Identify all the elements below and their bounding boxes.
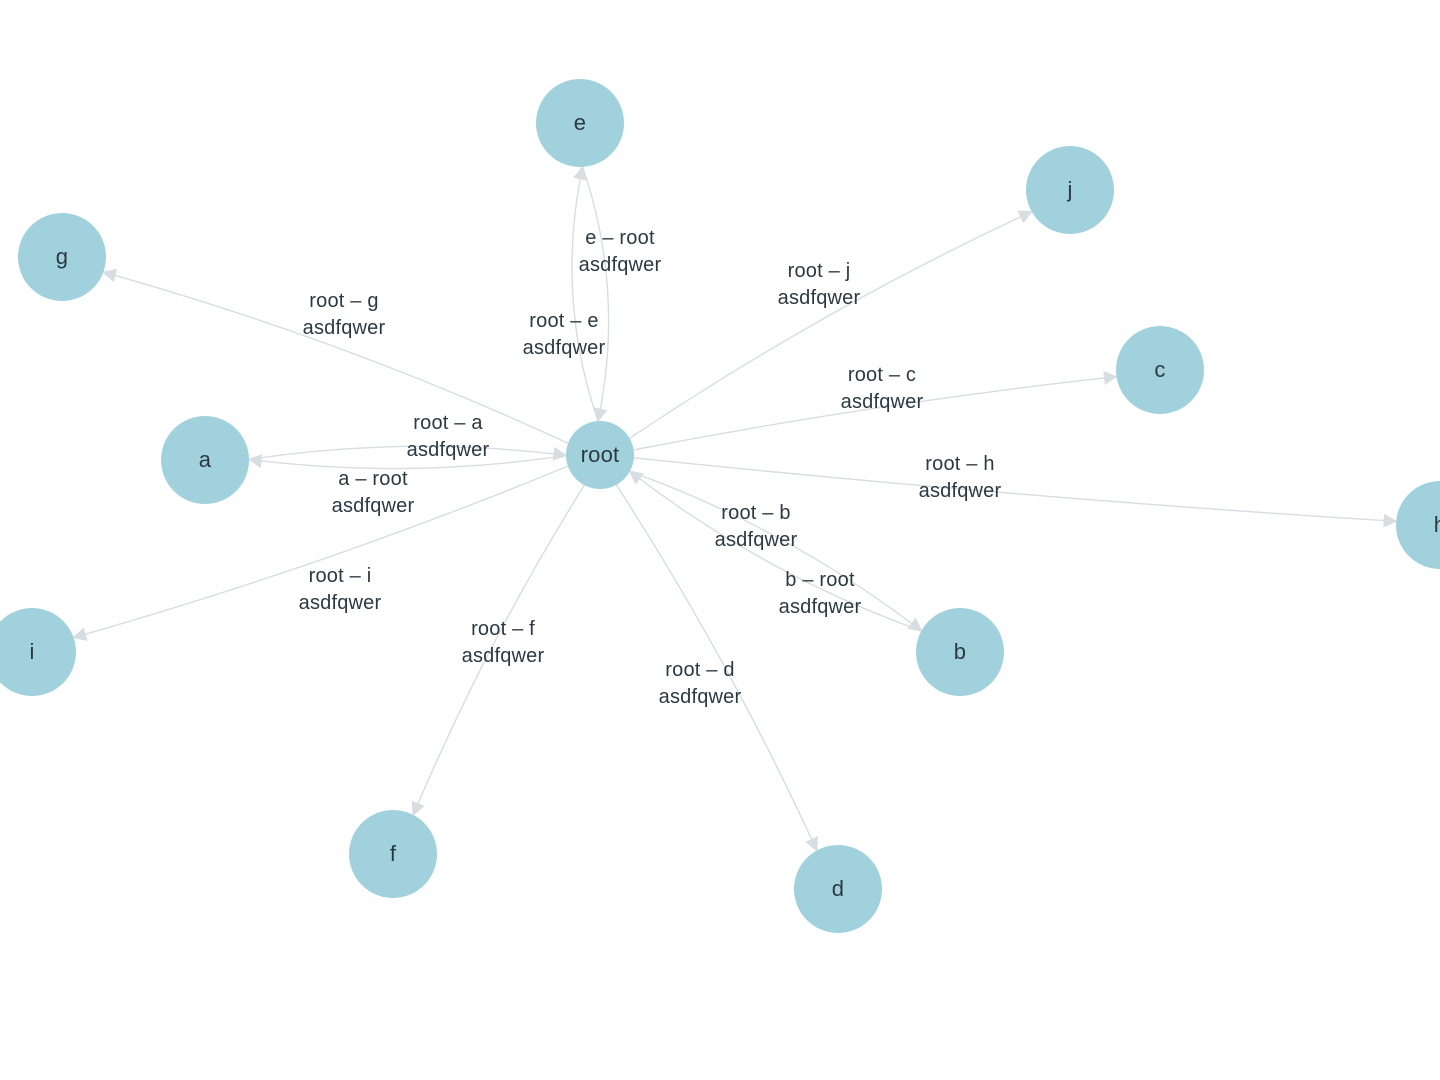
edge-e-root [583, 167, 609, 421]
node-label: d [832, 876, 844, 902]
edge-label-root-e: root – e asdfqwer [523, 308, 606, 362]
edge-label-e-root: e – root asdfqwer [579, 225, 662, 279]
node-j[interactable]: j [1026, 146, 1114, 234]
network-diagram: root – e asdfqwer e – root asdfqwer root –… [0, 0, 1440, 1080]
node-c[interactable]: c [1116, 326, 1204, 414]
node-label: b [954, 639, 966, 665]
node-g[interactable]: g [18, 213, 106, 301]
edge-label-root-h: root – h asdfqwer [919, 451, 1002, 505]
edge-root-j [630, 212, 1032, 439]
node-label: j [1067, 177, 1072, 203]
edge-label-a-root: a – root asdfqwer [332, 466, 415, 520]
node-label: e [574, 110, 586, 136]
node-f[interactable]: f [349, 810, 437, 898]
node-label: a [199, 447, 211, 473]
edge-label-root-j: root – j asdfqwer [778, 258, 861, 312]
edge-label-root-b: root – b asdfqwer [715, 500, 798, 554]
node-root[interactable]: root [566, 421, 634, 489]
edge-label-root-f: root – f asdfqwer [462, 616, 545, 670]
node-a[interactable]: a [161, 416, 249, 504]
node-label: c [1154, 357, 1165, 383]
edge-label-root-i: root – i asdfqwer [299, 563, 382, 617]
node-h[interactable]: h [1396, 481, 1440, 569]
node-e[interactable]: e [536, 79, 624, 167]
edge-root-e [572, 167, 598, 421]
edge-label-root-a: root – a asdfqwer [407, 410, 490, 464]
node-label: g [56, 244, 68, 270]
edge-label-root-c: root – c asdfqwer [841, 362, 924, 416]
node-label: root [581, 442, 620, 468]
edge-label-root-d: root – d asdfqwer [659, 657, 742, 711]
node-d[interactable]: d [794, 845, 882, 933]
node-b[interactable]: b [916, 608, 1004, 696]
edge-label-root-g: root – g asdfqwer [303, 288, 386, 342]
node-i[interactable]: i [0, 608, 76, 696]
node-label: f [390, 841, 396, 867]
node-label: i [29, 639, 34, 665]
edge-label-b-root: b – root asdfqwer [779, 567, 862, 621]
node-label: h [1434, 512, 1440, 538]
